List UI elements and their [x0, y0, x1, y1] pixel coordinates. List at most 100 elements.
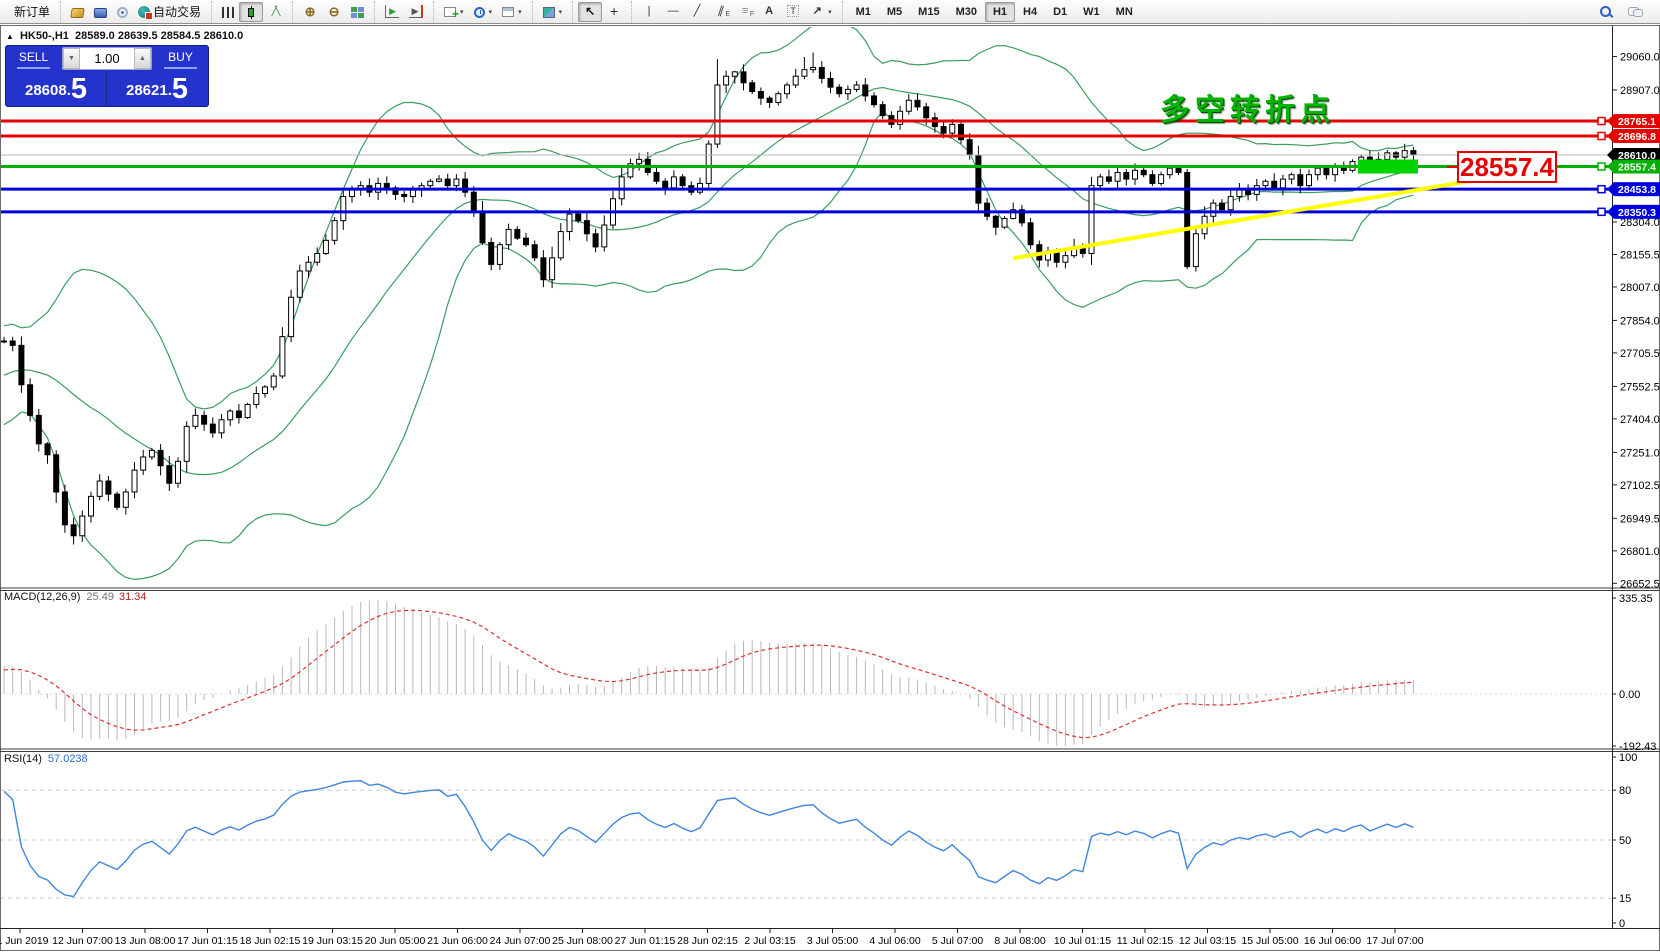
chart-shift-button[interactable]	[404, 2, 428, 22]
toolbar-group	[572, 0, 631, 23]
macd-indicator-label: MACD(12,26,9) 25.49 31.34	[4, 591, 147, 603]
candlestick-icon	[248, 6, 255, 19]
toolbar-group	[211, 0, 292, 23]
toolbar-group: ▾	[531, 0, 573, 23]
svg-text:17 Jun 01:15: 17 Jun 01:15	[177, 935, 238, 947]
svg-text:27705.5: 27705.5	[1620, 348, 1660, 360]
line-handle[interactable]	[1597, 116, 1606, 126]
crosshair-button[interactable]	[602, 2, 626, 22]
main-price-pane[interactable]	[0, 21, 1612, 587]
metaeditor-button[interactable]	[66, 2, 89, 22]
trendline-button[interactable]	[685, 2, 709, 22]
zoom-in-icon	[303, 5, 317, 18]
volume-decrease-button[interactable]: ▼	[63, 48, 80, 69]
svg-text:28155.5: 28155.5	[1620, 249, 1660, 261]
timeframe-mn[interactable]: MN	[1108, 2, 1141, 22]
line-handle[interactable]	[1597, 184, 1606, 194]
sell-button[interactable]: SELL	[6, 46, 61, 71]
zoom-in-button[interactable]	[298, 2, 322, 22]
timeframe-m5[interactable]: M5	[879, 2, 910, 22]
indicators-button[interactable]: ▾	[538, 2, 568, 22]
new-order-button[interactable]: 新订单	[9, 2, 55, 22]
bar-chart-icon	[222, 6, 235, 18]
cursor-icon	[583, 5, 597, 18]
label-button[interactable]	[781, 2, 805, 22]
svg-text:28350.3: 28350.3	[1618, 207, 1656, 219]
toolbar-group-order: 新订单	[4, 1, 60, 23]
zoom-out-button[interactable]	[322, 2, 346, 22]
buy-button[interactable]: BUY	[153, 46, 208, 71]
svg-text:15 Jul 05:00: 15 Jul 05:00	[1241, 935, 1298, 947]
line-handle[interactable]	[1597, 207, 1606, 217]
bar-chart-button[interactable]	[217, 2, 239, 22]
auto-trading-button[interactable]: 自动交易	[133, 2, 206, 22]
svg-text:26949.5: 26949.5	[1620, 513, 1660, 525]
svg-text:27 Jun 01:15: 27 Jun 01:15	[615, 935, 676, 947]
chat-button[interactable]	[1623, 2, 1648, 22]
terminal-button[interactable]	[89, 2, 112, 22]
line-chart-button[interactable]	[263, 2, 287, 22]
chart-plot-area[interactable]	[1, 27, 1611, 587]
profiles-button[interactable]: ▾	[469, 2, 498, 22]
timeframe-h1[interactable]: H1	[984, 1, 1016, 22]
vertical-line-button[interactable]	[637, 2, 661, 22]
svg-text:12 Jul 03:15: 12 Jul 03:15	[1179, 935, 1236, 947]
svg-text:12 Jun 07:00: 12 Jun 07:00	[52, 935, 113, 947]
svg-text:11 Jul 02:15: 11 Jul 02:15	[1117, 935, 1174, 947]
svg-text:3 Jul 05:00: 3 Jul 05:00	[807, 935, 859, 947]
line-handle[interactable]	[1597, 162, 1606, 171]
text-button[interactable]	[757, 2, 781, 22]
macd-pane[interactable]	[0, 600, 1612, 746]
volume-input[interactable]: 1.00	[94, 51, 120, 66]
arrows-button[interactable]: ▾	[805, 2, 837, 22]
svg-text:0.00: 0.00	[1619, 689, 1640, 701]
timeframe-d1[interactable]: D1	[1045, 2, 1075, 22]
bollinger-lower-band	[3, 110, 1414, 581]
svg-text:17 Jul 07:00: 17 Jul 07:00	[1366, 935, 1423, 947]
tile-windows-button[interactable]	[346, 2, 369, 22]
price-label-28610.0	[1614, 148, 1660, 162]
svg-text:11 Jun 2019: 11 Jun 2019	[0, 935, 49, 947]
svg-text:100: 100	[1619, 752, 1637, 764]
svg-text:8 Jul 08:00: 8 Jul 08:00	[994, 935, 1046, 947]
svg-text:80: 80	[1619, 785, 1631, 797]
signals-button[interactable]	[112, 2, 133, 22]
horizontal-line-button[interactable]	[661, 2, 685, 22]
signal-icon	[117, 6, 129, 18]
svg-text:28557.4: 28557.4	[1618, 162, 1656, 174]
channel-button[interactable]	[709, 2, 733, 22]
svg-text:24 Jun 07:00: 24 Jun 07:00	[490, 935, 551, 947]
svg-text:28696.8: 28696.8	[1618, 131, 1656, 143]
svg-text:13 Jun 08:00: 13 Jun 08:00	[115, 935, 176, 947]
timeframe-w1[interactable]: W1	[1075, 2, 1108, 22]
line-chart-icon	[268, 5, 282, 18]
templates-button[interactable]: ▾	[497, 2, 527, 22]
price-label-28350.3	[1614, 204, 1660, 219]
timeframe-m1[interactable]: M1	[848, 2, 879, 22]
fibonacci-button[interactable]	[733, 2, 757, 22]
search-button[interactable]	[1594, 2, 1617, 22]
tile-windows-icon	[351, 6, 365, 18]
new-chart-button[interactable]: ▾	[439, 2, 469, 22]
highlight-rectangle[interactable]	[1358, 159, 1418, 174]
auto-trading-button-label: 自动交易	[153, 5, 202, 19]
auto-scroll-button[interactable]	[380, 2, 404, 22]
symbol-direction-icon: ▲	[6, 32, 14, 41]
macd-signal-value: 31.34	[118, 591, 147, 603]
cursor-button[interactable]	[578, 1, 603, 22]
trendline-object[interactable]	[1013, 179, 1472, 260]
chart-annotation-text[interactable]: 多空转折点	[1160, 93, 1335, 128]
price-callout-label[interactable]: 28557.4	[1457, 151, 1557, 183]
timeframe-m15[interactable]: M15	[910, 2, 947, 22]
sell-price[interactable]: 28608. 5	[6, 71, 107, 106]
buy-price[interactable]: 28621. 5	[125, 73, 189, 105]
rsi-pane[interactable]	[0, 779, 1612, 899]
line-handle[interactable]	[1597, 131, 1606, 141]
timeframe-m30[interactable]: M30	[948, 2, 985, 22]
candlestick-button[interactable]	[239, 1, 264, 22]
volume-increase-button[interactable]: ▲	[134, 48, 151, 69]
timeframe-h4[interactable]: H4	[1015, 2, 1045, 22]
channel-icon	[714, 5, 730, 21]
